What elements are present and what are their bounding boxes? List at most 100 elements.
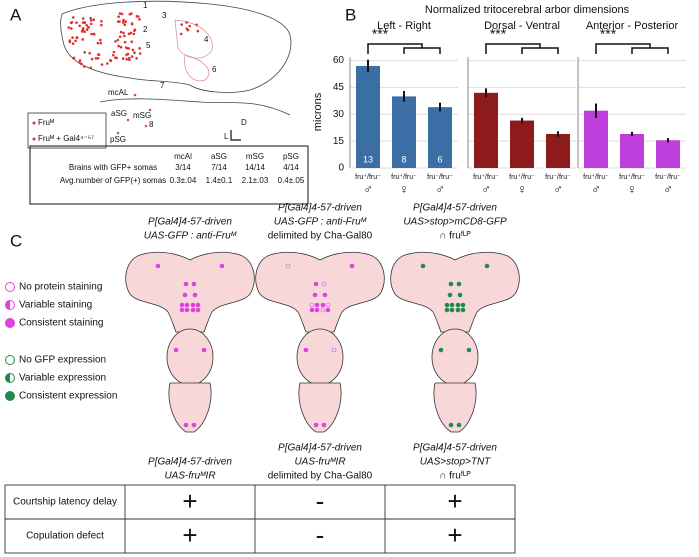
soma-dot [124,20,128,23]
soma-dot [92,32,96,36]
legend-label: Fruᴹ [38,118,54,127]
expression-dot [320,307,326,313]
column-header: UAS-fruᴹIR [164,471,215,482]
expression-dot [182,292,188,298]
x-tick-label: fru⁺/fru⁻ [583,174,609,181]
row-label: Courtship latency delay [13,497,117,508]
soma-dot [81,27,85,30]
legend-dot [32,121,36,125]
expression-dot [190,307,196,313]
table-cell: + [447,486,462,516]
sex-symbol: ♀ [517,181,527,196]
column-header: P[Gal4]4-57-driven [278,203,362,214]
table-cell: + [182,486,197,516]
legend-symbol [5,282,15,292]
soma-dot [118,20,121,23]
expression-dot [201,347,207,353]
expression-dot [192,292,198,298]
x-tick-label: fru⁺/fru⁻ [619,174,645,181]
sex-symbol: ♂ [591,181,601,196]
soma-dot [90,32,93,36]
soma-dot [83,51,86,54]
soma-dot [78,24,81,28]
expression-dot [313,281,319,287]
soma-dot [128,58,131,62]
bar [620,133,644,168]
soma-dot [75,21,78,24]
soma-dot [81,38,85,41]
expression-dot [314,307,320,313]
soma-dot [123,34,126,38]
expression-dot [325,302,331,308]
expression-dot [179,302,185,308]
legend-symbol [5,355,15,365]
panel-label: C [10,231,22,250]
soma-dot [114,40,117,43]
expression-dot [460,307,466,313]
soma-dot [72,56,75,60]
soma-dot [85,28,89,31]
soma-dot [125,58,129,61]
expression-dot [184,302,190,308]
expression-dot [155,263,161,269]
table-cell: + [447,520,462,550]
brain-outline [60,0,292,93]
sample-size: 13 [363,154,373,164]
soma-dot [179,32,183,36]
region-number: 7 [160,81,165,90]
soma-dot [133,93,137,97]
expression-dot [191,422,197,428]
bar [474,92,498,168]
soma-dot [119,45,123,49]
y-tick-label: 30 [333,109,345,120]
column-header: ∩ fruᶠᴸᴾ [439,471,471,482]
soma-dot [195,23,198,27]
soma-dot [109,58,112,62]
soma-dot [180,23,184,26]
column-header: delimited by Cha-Gal80 [268,471,373,482]
legend-symbol [5,318,15,328]
table-cell: - [316,486,325,516]
sample-size: 6 [437,154,442,164]
expression-dot [456,422,462,428]
bar [392,96,416,168]
expression-dot [331,347,337,353]
significance: *** [600,26,617,42]
panel-label: B [345,5,356,24]
expression-dot [183,281,189,287]
soma-dot [135,56,138,60]
soma-dot [117,15,120,19]
expression-dot [219,263,225,269]
expression-dot [466,347,472,353]
chart-subtitle: Anterior - Posterior [586,20,679,32]
table-cell: 0.4±.05 [278,176,305,185]
region-name: aSG [111,109,127,118]
region-number: 2 [143,25,148,34]
brain-diagram [390,251,520,433]
soma-dot [87,25,91,29]
soma-dot [122,18,125,22]
column-header: P[Gal4]4-57-driven [278,443,362,454]
column-header: P[Gal4]4-57-driven [148,217,232,228]
table-grid [4,484,516,554]
soma-dot [128,12,132,16]
expression-dot [190,302,196,308]
x-tick-label: fru⁻/fru⁻ [655,174,681,181]
x-tick-label: fru⁺/fru⁻ [473,174,499,181]
row-label: Copulation defect [26,531,104,542]
bar [656,140,680,168]
soma-dot [117,44,120,48]
brain-diagram [255,251,385,433]
expression-dot [449,307,455,313]
soma-dot [78,59,82,62]
row-label: Brains with GFP+ somas [69,163,157,172]
region-name: mSG [133,111,151,120]
soma-dot [67,26,71,29]
expression-dot [285,263,291,269]
expression-dot [303,347,309,353]
expression-dot [449,302,455,308]
x-tick-label: fru⁺/fru⁻ [355,174,381,181]
soma-dot [100,19,103,23]
soma-dot [83,30,86,34]
